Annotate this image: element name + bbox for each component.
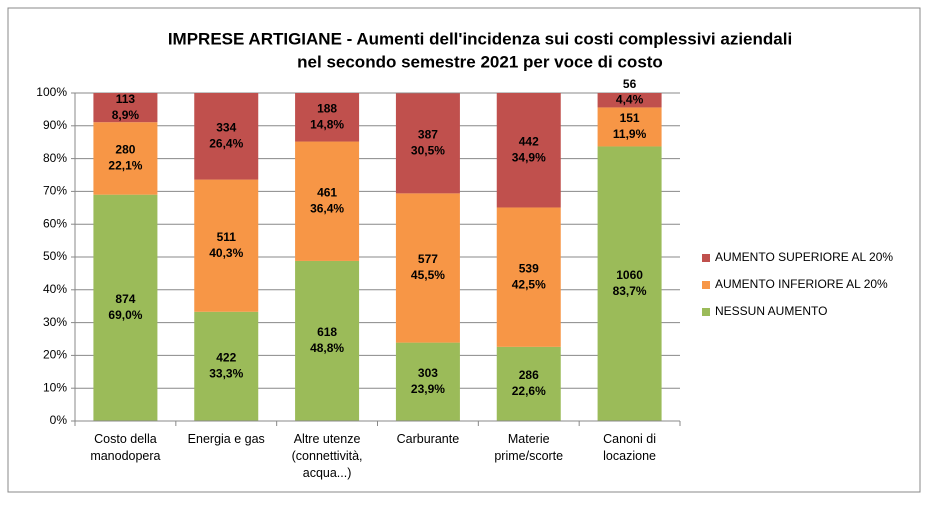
data-label-count: 387 — [418, 128, 438, 142]
bar-segment — [597, 146, 662, 422]
x-tick-label: Canoni di locazione — [603, 432, 656, 463]
data-label-percent: 8,9% — [112, 108, 140, 122]
data-label-count: 56 — [623, 77, 637, 91]
data-label-count: 188 — [317, 101, 337, 115]
x-tick-label: Carburante — [396, 432, 460, 446]
bar-segment — [295, 93, 360, 142]
bar-segment — [295, 141, 360, 261]
bar-segment — [597, 93, 662, 108]
data-label-percent: 26,4% — [209, 136, 243, 150]
data-label-count: 577 — [418, 252, 438, 266]
data-label-percent: 23,9% — [411, 382, 445, 396]
data-label-percent: 36,4% — [310, 201, 344, 215]
y-tick-label: 90% — [43, 118, 67, 132]
bar-segment — [93, 93, 158, 123]
bar-segment — [597, 107, 662, 147]
y-tick-label: 100% — [36, 85, 67, 99]
x-tick-label-box: Materie prime/scorte — [494, 432, 564, 463]
data-label-count: 303 — [418, 366, 438, 380]
x-tick-label: Energia e gas — [187, 432, 265, 446]
data-label-percent: 48,8% — [310, 341, 344, 355]
y-tick-label: 80% — [43, 151, 67, 165]
data-label-count: 280 — [115, 143, 135, 157]
data-label-percent: 33,3% — [209, 367, 243, 381]
data-label-percent: 83,7% — [613, 284, 647, 298]
chart-title: IMPRESE ARTIGIANE - Aumenti dell'inciden… — [168, 29, 792, 48]
bar-segment — [395, 93, 460, 194]
bar-segment — [496, 207, 561, 347]
data-label-count: 334 — [216, 120, 236, 134]
data-label-percent: 30,5% — [411, 144, 445, 158]
data-label-percent: 11,9% — [613, 127, 647, 141]
data-label-percent: 14,8% — [310, 117, 344, 131]
legend-label: AUMENTO SUPERIORE AL 20% — [715, 250, 893, 264]
y-tick-label: 10% — [43, 380, 67, 394]
x-tick-label-box: Costo della manodopera — [90, 432, 161, 463]
data-label-count: 113 — [116, 92, 136, 106]
x-tick-label: Altre utenze (connettività, acqua...) — [291, 432, 363, 480]
y-tick-label: 70% — [43, 184, 67, 198]
legend-label: AUMENTO INFERIORE AL 20% — [715, 277, 888, 291]
y-tick-label: 20% — [43, 348, 67, 362]
x-tick-label-box: Carburante — [396, 432, 460, 446]
x-tick-label: Costo della manodopera — [90, 432, 161, 463]
bar-segment — [194, 93, 259, 180]
bar-segment — [496, 93, 561, 208]
data-label-percent: 34,9% — [512, 150, 546, 164]
data-label-percent: 45,5% — [411, 268, 445, 282]
data-label-count: 422 — [216, 351, 236, 365]
y-tick-label: 0% — [50, 413, 68, 427]
data-label-count: 511 — [217, 230, 237, 244]
legend-label: NESSUN AUMENTO — [715, 304, 827, 318]
bar-segment — [93, 122, 158, 195]
data-label-count: 461 — [317, 185, 337, 199]
legend-swatch — [702, 308, 710, 316]
y-tick-label: 60% — [43, 216, 67, 230]
bar-segment — [93, 194, 158, 421]
data-label-count: 442 — [519, 134, 539, 148]
data-label-percent: 4,4% — [616, 92, 644, 106]
bar-segment — [295, 260, 360, 421]
data-label-percent: 40,3% — [209, 246, 243, 260]
chart-frame — [7, 7, 921, 493]
bar-segment — [395, 193, 460, 343]
x-tick-label: Materie prime/scorte — [494, 432, 564, 463]
data-label-percent: 69,0% — [108, 308, 142, 322]
bar-segment — [395, 342, 460, 421]
data-label-percent: 22,6% — [512, 384, 546, 398]
x-tick-label-box: Canoni di locazione — [603, 432, 656, 463]
bar-segment — [496, 346, 561, 421]
y-tick-label: 30% — [43, 315, 67, 329]
bar-segment — [194, 179, 259, 312]
x-tick-label-box: Altre utenze (connettività, acqua...) — [291, 432, 363, 480]
data-label-percent: 42,5% — [512, 277, 546, 291]
data-label-count: 1060 — [616, 268, 643, 282]
data-label-count: 874 — [115, 292, 135, 306]
x-tick-label-box: Energia e gas — [187, 432, 265, 446]
data-label-count: 539 — [519, 261, 539, 275]
legend-swatch — [702, 281, 710, 289]
bar-segment — [194, 311, 259, 421]
data-label-count: 286 — [519, 368, 539, 382]
chart-title: nel secondo semestre 2021 per voce di co… — [297, 52, 663, 71]
data-label-count: 151 — [620, 111, 640, 125]
data-label-percent: 22,1% — [108, 159, 142, 173]
y-tick-label: 50% — [43, 249, 67, 263]
data-label-count: 618 — [317, 325, 337, 339]
legend-swatch — [702, 254, 710, 262]
y-tick-label: 40% — [43, 282, 67, 296]
